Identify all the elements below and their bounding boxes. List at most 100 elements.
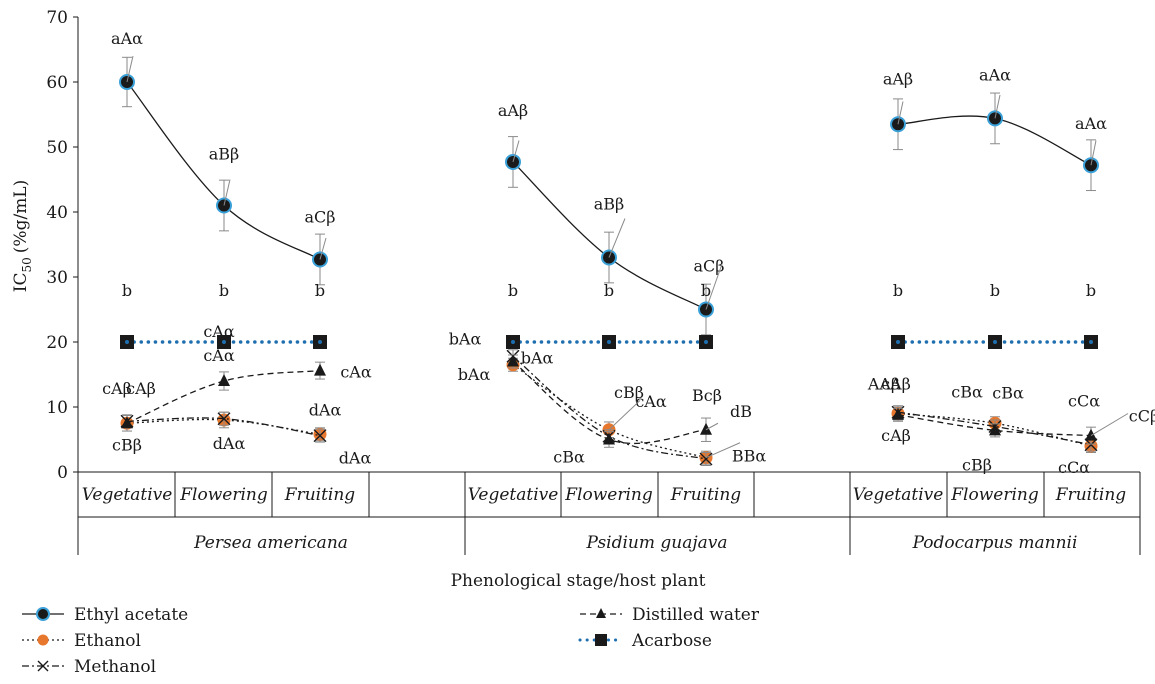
y-axis-label: IC50 (%g/mL) [11, 180, 34, 292]
data-annotation: cAα [340, 363, 372, 382]
data-annotation: cBβ [962, 455, 992, 474]
data-annotation: cCα [1068, 392, 1100, 411]
data-annotation: cAβ [126, 379, 156, 398]
annotation-leader [705, 442, 741, 459]
legend-label: Acarbose [631, 631, 712, 651]
y-axis-label-main: IC [11, 272, 31, 292]
axes: 0 10 20 30 40 50 60 70 Vegetative Flowering Fruiti… [46, 8, 1141, 555]
data-annotation: cBα [992, 383, 1024, 402]
data-annotation: aAα [1075, 114, 1107, 133]
data-point [313, 429, 327, 443]
host-label: Psidium guajava [585, 533, 727, 553]
data-annotation: b [604, 281, 614, 300]
data-point [121, 416, 133, 429]
legend-label: Ethyl acetate [74, 605, 188, 625]
y-tick-label: 70 [46, 8, 68, 28]
host-label: Podocarpus mannii [912, 533, 1078, 553]
y-tick-label: 40 [46, 203, 68, 223]
series [119, 56, 1099, 466]
data-annotation: bAα [521, 349, 554, 368]
data-point [314, 363, 326, 376]
stage-label: Vegetative [468, 485, 559, 505]
data-point [217, 412, 231, 426]
data-point [507, 354, 519, 367]
data-point [603, 432, 615, 445]
series-line [126, 81, 321, 261]
data-annotation: aBβ [594, 195, 625, 214]
data-annotation: cCβ [1129, 407, 1155, 426]
legend: Ethyl acetate Ethanol Methanol Distilled wa… [22, 605, 760, 677]
data-point-center [704, 340, 708, 344]
legend-marker [36, 607, 50, 621]
data-annotation: BBα [732, 447, 767, 466]
data-annotation: cBα [951, 382, 983, 401]
y-tick-label: 60 [46, 73, 68, 93]
y-axis-label-unit: (%g/mL) [11, 180, 31, 253]
y-tick-label: 50 [46, 138, 68, 158]
data-point [699, 452, 713, 466]
host-label: Persea americana [193, 533, 348, 553]
annotation-leader [705, 422, 719, 431]
series-acarbose [120, 335, 1098, 349]
legend-marker [37, 634, 49, 646]
stage-label: Fruiting [284, 485, 356, 505]
data-annotation: b [315, 281, 325, 300]
y-tick-label: 10 [46, 398, 68, 418]
svg-text:IC50(%g/mL): IC50 (%g/mL) [11, 180, 34, 292]
annotation-leader [705, 263, 723, 310]
data-annotation: b [893, 281, 903, 300]
series-line [126, 418, 321, 435]
data-annotation: cCα [1058, 458, 1090, 477]
data-point-center [896, 340, 900, 344]
data-point-center [125, 340, 129, 344]
data-annotation: aAα [979, 65, 1011, 84]
data-annotation: cAα [635, 392, 667, 411]
y-tick-label: 30 [46, 268, 68, 288]
data-annotation: b [1086, 281, 1096, 300]
data-point [218, 374, 230, 386]
annotation-leader [994, 94, 1001, 119]
data-point-center [511, 340, 515, 344]
series-methanol [120, 349, 1098, 466]
legend-item-distilled-water: Distilled water [580, 605, 760, 625]
annotation-leader [512, 140, 520, 163]
series-distilled-water [121, 354, 1097, 448]
data-annotation: Bcβ [692, 386, 722, 405]
y-tick-label: 20 [46, 333, 68, 353]
stage-label: Fruiting [670, 485, 742, 505]
legend-label: Ethanol [74, 631, 141, 651]
data-point-center [607, 340, 611, 344]
data-annotation: dAα [309, 400, 342, 419]
data-point-center [222, 340, 226, 344]
stage-label: Flowering [950, 485, 1039, 505]
data-annotation: cAα [203, 322, 235, 341]
y-axis-label-subscript: 50 [20, 257, 34, 272]
annotation-leader [319, 237, 327, 260]
legend-item-ethanol: Ethanol [22, 631, 141, 651]
data-annotation: cAα [203, 346, 235, 365]
data-point-center [318, 340, 322, 344]
x-axis-title: Phenological stage/host plant [451, 571, 706, 591]
y-tick-label: 0 [57, 463, 68, 483]
legend-item-methanol: Methanol [22, 657, 156, 677]
series-ethanol [120, 357, 1098, 465]
legend-marker [37, 660, 49, 672]
legend-label: Methanol [74, 657, 156, 677]
data-annotation: b [219, 281, 229, 300]
data-annotation: cBβ [614, 383, 644, 402]
stage-label: Vegetative [82, 485, 173, 505]
data-annotation: aCβ [693, 257, 724, 276]
legend-marker [595, 634, 607, 646]
data-annotation: b [508, 281, 518, 300]
legend-marker [596, 608, 606, 618]
legend-item-acarbose: Acarbose [578, 631, 712, 651]
data-annotation: cBβ [112, 435, 142, 454]
legend-label: Distilled water [632, 605, 760, 625]
annotation-leader [608, 218, 626, 258]
annotation-leader [223, 179, 231, 206]
data-point [989, 423, 1001, 436]
data-annotation: cAβ [102, 379, 132, 398]
data-point [700, 422, 712, 435]
